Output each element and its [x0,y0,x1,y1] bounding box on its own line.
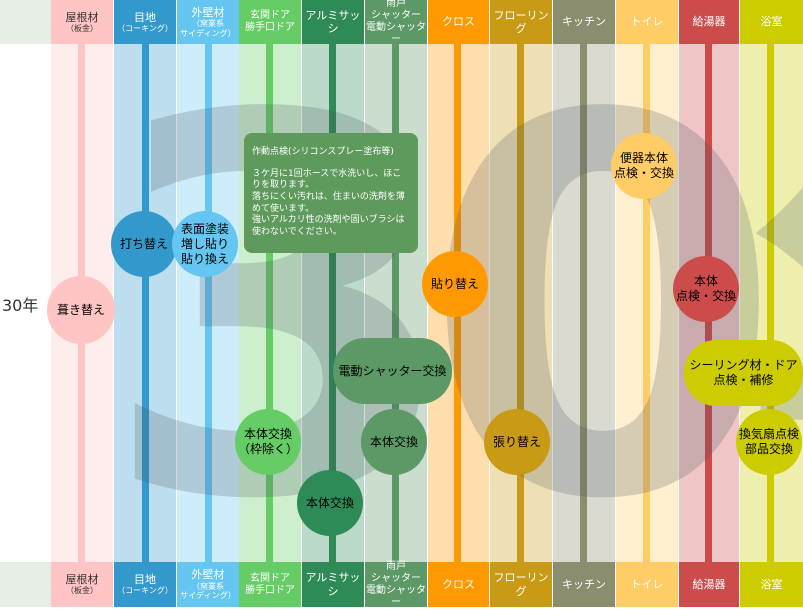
column-title: 目地 [134,573,156,587]
column-stripe [266,44,273,562]
column-bath: 浴室 浴室 [740,0,803,607]
column-footer-wall: 外壁材 （窯業系 サイディング） [177,562,239,607]
shutter-note: 作動点検(シリコンスプレー塗布等) ３ケ月に1回ホースで水洗いし、ほこりを取りま… [244,133,418,253]
column-wall: 外壁材 （窯業系 サイディング） 外壁材 （窯業系 サイディング） [177,0,239,607]
bath-seal-item: シーリング材・ドア 点検・補修 [684,340,803,406]
column-header-door: 玄関ドア 勝手口ドア [239,0,301,44]
column-header-bath: 浴室 [740,0,803,44]
wall-paint-item: 表面塗装 増し貼り 貼り換え [172,211,238,277]
boiler-check-item: 本体 点検・交換 [673,256,739,322]
door-replace-item: 本体交換 （枠除く） [235,409,301,475]
column-footer-cloth: クロス [428,562,489,607]
column-header-roof: 屋根材 （板金） [51,0,113,44]
roof-replace-item: 葺き替え [47,276,115,344]
column-subtitle: （板金） [66,586,98,596]
column-footer-joint: 目地 （コーキング） [114,562,176,607]
column-footer-bath: 浴室 [740,562,803,607]
column-title: キッチン [562,15,606,29]
left-footer-band [0,562,51,607]
column-stripe [329,44,336,562]
column-footer-boiler: 給湯器 [679,562,739,607]
column-stripe [392,44,399,562]
toilet-check-item: 便器本体 点検・交換 [611,133,677,199]
column-title: 雨戸 シャッター 電動シャッター [366,0,426,45]
column-footer-roof: 屋根材 （板金） [51,562,113,607]
cloth-replace-item: 貼り替え [422,251,488,317]
column-footer-sash: アルミサッシ [302,562,364,607]
column-title: 雨戸 シャッター 電動シャッター [366,560,426,608]
column-header-kitchen: キッチン [553,0,615,44]
column-footer-floor: フローリング [490,562,552,607]
column-shutter: 雨戸 シャッター 電動シャッター 雨戸 シャッター 電動シャッター [365,0,427,608]
note-title: 作動点検(シリコンスプレー塗布等) [252,147,394,157]
column-title: 給湯器 [692,577,726,591]
column-door: 玄関ドア 勝手口ドア 玄関ドア 勝手口ドア [239,0,301,607]
column-title: 給湯器 [692,15,726,29]
column-footer-toilet: トイレ [616,562,678,607]
shutter-replace-item: 本体交換 [361,409,427,475]
column-stripe [643,44,650,562]
column-footer-kitchen: キッチン [553,562,615,607]
column-title: 屋根材 [65,10,99,24]
column-stripe [580,44,587,562]
column-title: 外壁材 [191,568,225,582]
left-header-band [0,0,51,44]
left-column: 30年 [0,0,51,607]
column-footer-shutter: 雨戸 シャッター 電動シャッター [365,560,427,608]
column-header-boiler: 給湯器 [679,0,739,44]
column-subtitle: （コーキング） [117,23,173,33]
column-subtitle: （窯業系 サイディング） [180,581,236,601]
year-label: 30年 [2,296,39,315]
column-toilet: トイレ トイレ [616,0,678,607]
column-title: フローリング [493,8,549,35]
column-title: クロス [442,15,475,29]
column-stripe [142,44,149,562]
column-footer-door: 玄関ドア 勝手口ドア [239,562,301,607]
column-header-toilet: トイレ [616,0,678,44]
column-stripe [767,44,774,562]
column-title: 目地 [134,10,156,24]
column-title: フローリング [493,571,549,598]
joint-redo-item: 打ち替え [111,211,177,277]
column-stripe [517,44,524,562]
column-title: 浴室 [760,15,783,29]
column-header-joint: 目地 （コーキング） [114,0,176,44]
column-title: 浴室 [760,577,783,591]
sash-replace-item: 本体交換 [297,470,363,536]
column-subtitle: （窯業系 サイディング） [180,19,236,38]
column-title: クロス [442,577,475,591]
column-title: 外壁材 [191,5,225,19]
column-title: トイレ [630,577,664,591]
column-title: 屋根材 [65,573,99,587]
bath-fan-item: 換気扇点検 部品交換 [736,409,802,475]
column-title: アルミサッシ [305,8,361,35]
column-kitchen: キッチン キッチン [553,0,615,607]
column-stripe [205,44,212,562]
column-header-sash: アルミサッシ [302,0,364,44]
column-subtitle: （コーキング） [117,586,173,596]
column-header-wall: 外壁材 （窯業系 サイディング） [177,0,239,44]
column-floor: フローリング フローリング [490,0,552,607]
floor-replace-item: 張り替え [484,409,550,475]
column-title: 玄関ドア 勝手口ドア [245,572,295,596]
column-title: キッチン [562,577,606,591]
column-subtitle: （板金） [66,23,98,33]
note-body: ３ケ月に1回ホースで水洗いし、ほこりを取ります。 落ちにくい汚れは、住まいの洗剤… [252,168,405,238]
shutter-motor-item: 電動シャッター交換 [333,338,452,404]
column-header-cloth: クロス [428,0,489,44]
column-joint: 目地 （コーキング） 目地 （コーキング） [114,0,176,607]
column-title: 玄関ドア 勝手口ドア [245,10,295,33]
column-title: アルミサッシ [305,571,361,598]
column-header-shutter: 雨戸 シャッター 電動シャッター [365,0,427,45]
column-title: トイレ [630,15,664,29]
column-header-floor: フローリング [490,0,552,44]
